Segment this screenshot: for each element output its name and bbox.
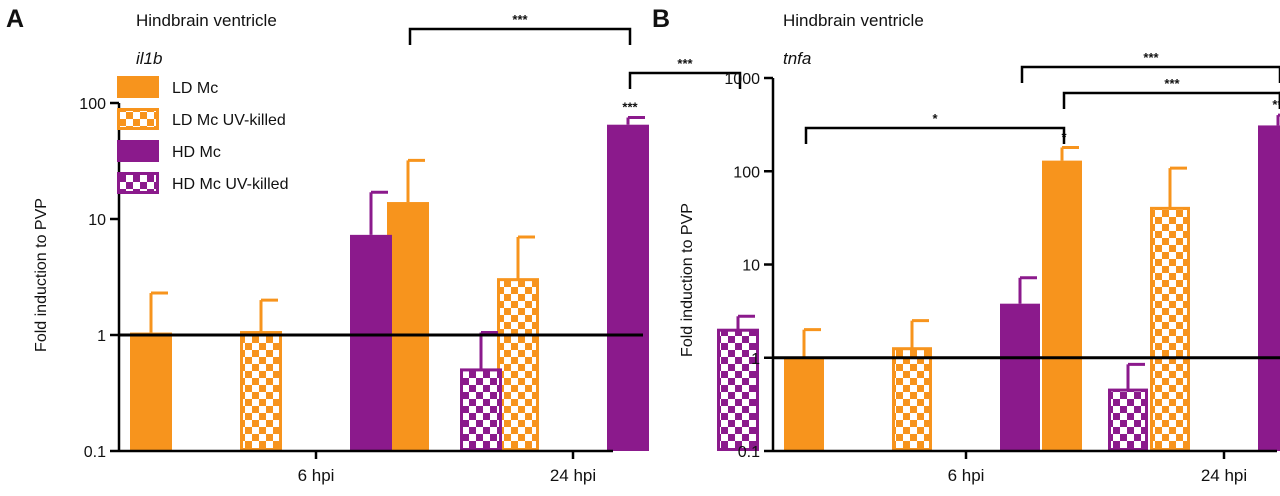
panel-b-bracket-label-1: *** <box>1164 76 1180 91</box>
panel-b-y-tick-label-0: 0.1 <box>738 444 760 461</box>
panel-a-bar-0-1 <box>240 331 282 452</box>
panel-a-y-tick-label-2: 10 <box>88 212 106 229</box>
panel-b-bar-0-2 <box>1000 303 1040 451</box>
panel-a-x-tick-label-0: 6 hpi <box>298 466 335 485</box>
panel-a-letter: A <box>6 5 24 33</box>
panel-b-letter: B <box>652 5 670 33</box>
panel-a-legend-swatch-1 <box>117 108 159 130</box>
panel-a-bracket-0 <box>408 27 632 45</box>
panel-a-bar-label-0: *** <box>622 99 638 114</box>
panel-a-legend-label-0: LD Mc <box>172 80 218 97</box>
panel-a-y-tick-label-1: 1 <box>97 328 106 345</box>
panel-a-title: Hindbrain ventricle <box>136 11 277 30</box>
panel-b-bar-label-1: *** <box>1272 97 1280 112</box>
panel-a-legend-label-3: HD Mc UV-killed <box>172 176 288 193</box>
panel-b-title: Hindbrain ventricle <box>783 11 924 30</box>
panel-a-bracket-label-0: *** <box>512 12 528 27</box>
panel-a-bar-0-2 <box>350 234 392 451</box>
panel-b-y-tick-label-3: 100 <box>733 164 760 181</box>
panel-b-bracket-1 <box>1062 91 1280 109</box>
panel-b: B Hindbrain ventricle tnfa Fold inductio… <box>652 5 1280 485</box>
panel-b-y-axis-label: Fold induction to PVP <box>679 203 696 357</box>
panel-b-x-tick-label-1: 24 hpi <box>1201 466 1247 485</box>
panel-b-x-tick-label-0: 6 hpi <box>948 466 985 485</box>
panel-a-bracket-label-1: *** <box>677 56 693 71</box>
panel-b-bar-0-3 <box>1108 388 1148 451</box>
panel-a-bar-1-1 <box>497 278 539 451</box>
panel-a-gene: il1b <box>136 49 162 68</box>
panel-b-bracket-0 <box>804 126 1066 144</box>
panel-a-bar-1-0 <box>387 202 429 451</box>
panel-a-bar-0-0 <box>130 332 172 451</box>
panel-b-y-tick-label-4: 1000 <box>724 71 760 88</box>
panel-a-legend-swatch-2 <box>117 140 159 162</box>
panel-a: A Hindbrain ventricle il1b Fold inductio… <box>6 5 759 485</box>
panel-a-y-tick-label-3: 100 <box>79 96 106 113</box>
panel-b-bracket-label-0: * <box>932 111 938 126</box>
panel-b-y-tick-label-2: 10 <box>742 258 760 275</box>
panel-b-bar-1-0 <box>1042 160 1082 451</box>
panel-b-bar-1-1 <box>1150 206 1190 451</box>
panel-a-legend-label-2: HD Mc <box>172 144 221 161</box>
panel-a-bracket-1 <box>628 71 742 89</box>
panel-a-legend-label-1: LD Mc UV-killed <box>172 112 286 129</box>
panel-b-bracket-3 <box>1020 65 1280 83</box>
panel-a-bar-0-3 <box>460 368 502 452</box>
panel-a-legend-swatch-0 <box>117 76 159 98</box>
panel-a-y-tick-label-0: 0.1 <box>84 444 106 461</box>
panel-a-bar-1-3 <box>717 328 759 452</box>
panel-b-bar-0-1 <box>892 347 932 451</box>
panel-a-legend-swatch-3 <box>117 172 159 194</box>
panel-b-bracket-label-3: *** <box>1143 50 1159 65</box>
panel-b-bar-0-0 <box>784 357 824 451</box>
panel-a-x-tick-label-1: 24 hpi <box>550 466 596 485</box>
panel-a-y-axis-label: Fold induction to PVP <box>33 198 50 352</box>
panel-b-gene: tnfa <box>783 49 811 68</box>
panel-a-bar-1-2 <box>607 124 649 451</box>
panel-b-bar-1-2 <box>1258 125 1280 452</box>
panel-b-y-tick-label-1: 1 <box>751 351 760 368</box>
